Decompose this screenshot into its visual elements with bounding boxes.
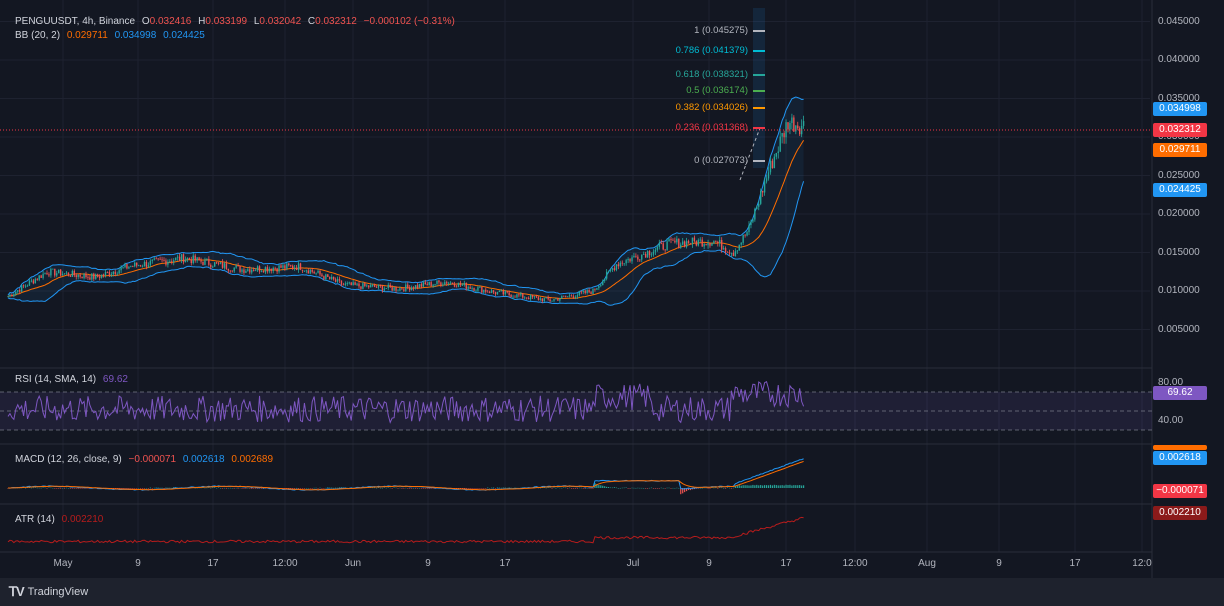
macd-signal-badge [1153, 445, 1207, 450]
time-tick-label: 12:00 [842, 558, 868, 569]
time-tick-label: 17 [780, 558, 792, 569]
atr-value: 0.002210 [61, 514, 104, 525]
rsi-line [7, 380, 805, 424]
bb-lower-badge: 0.024425 [1153, 183, 1207, 197]
symbol-name: PENGUUSDT, 4h, Binance [15, 16, 136, 27]
tradingview-logo[interactable]: ꓔV TradingView [9, 584, 88, 600]
price-tick-label: 0.010000 [1158, 285, 1200, 296]
brand-name: TradingView [27, 586, 89, 598]
grid-lines [0, 0, 1153, 578]
macd-hist-badge: −0.000071 [1153, 484, 1207, 498]
bb-basis-badge: 0.029711 [1153, 143, 1207, 157]
time-tick-label: Jul [626, 558, 640, 569]
fib-level-label: 0.382 (0.034026) [675, 102, 748, 113]
time-tick-label: 12:00 [272, 558, 298, 569]
fib-level-label: 0.618 (0.038321) [675, 69, 748, 80]
time-tick-label: Jun [344, 558, 362, 569]
time-tick-label: 17 [499, 558, 511, 569]
time-tick-label: 9 [425, 558, 431, 569]
price-tick-label: 0.035000 [1158, 92, 1200, 104]
rsi-label: RSI (14, SMA, 14) [15, 374, 97, 385]
rsi-legend[interactable]: RSI (14, SMA, 14) 69.62 [15, 374, 132, 385]
footer-bar [0, 578, 1224, 606]
bb-basis-value: 0.029711 [66, 30, 108, 41]
time-tick-label: 9 [706, 558, 712, 569]
bb-upper-line [7, 96, 804, 296]
price-tick-label: 0.025000 [1158, 169, 1200, 181]
price-tick-label: 0.040000 [1158, 54, 1200, 65]
bb-lower-line [7, 181, 805, 306]
rsi-tick-label: 40.00 [1158, 414, 1184, 426]
bb-upper-badge: 0.034998 [1153, 102, 1207, 116]
fib-level-label: 0.5 (0.036174) [686, 85, 748, 96]
price-tick-label: 0.015000 [1158, 246, 1200, 258]
fib-level-label: 0.786 (0.041379) [675, 45, 748, 56]
bb-lower-value: 0.024425 [163, 30, 205, 41]
atr-badge: 0.002210 [1153, 506, 1207, 520]
time-tick-label: Aug [918, 558, 936, 569]
bb-upper-value: 0.034998 [114, 30, 157, 41]
macd-hist-value: −0.000071 [128, 454, 177, 465]
price-tick-label: 0.020000 [1158, 208, 1200, 219]
macd-signal-value: 0.002689 [231, 454, 274, 465]
atr-legend[interactable]: ATR (14) 0.002210 [15, 514, 107, 525]
time-tick-label: 12:0 [1132, 558, 1152, 569]
macd-value: 0.002618 [182, 454, 225, 465]
candles [7, 113, 805, 303]
change-value: −0.000102 (−0.31%) [363, 16, 455, 27]
tradingview-icon: ꓔV [9, 584, 25, 599]
time-tick-label: 9 [996, 558, 1002, 569]
macd-label: MACD (12, 26, close, 9) [15, 454, 122, 465]
time-tick-label: 17 [207, 558, 219, 569]
macd-legend[interactable]: MACD (12, 26, close, 9) −0.000071 0.0026… [15, 454, 277, 465]
time-tick-label: 17 [1069, 558, 1081, 569]
last-price-badge: 0.032312 [1153, 123, 1207, 137]
bb-label: BB (20, 2) [15, 30, 61, 41]
symbol-legend: PENGUUSDT, 4h, Binance O0.032416 H0.0331… [15, 16, 459, 27]
rsi-value: 69.62 [102, 374, 128, 385]
open-value: O0.032416 [141, 16, 192, 27]
close-value: C0.032312 [307, 16, 357, 27]
price-tick-label: 0.005000 [1158, 323, 1200, 335]
fib-level-label: 0 (0.027073) [694, 155, 748, 166]
fib-level-label: 1 (0.045275) [694, 25, 748, 36]
low-value: L0.032042 [253, 16, 302, 27]
atr-label: ATR (14) [15, 514, 55, 525]
rsi-badge: 69.62 [1153, 386, 1207, 400]
bb-band-fill [8, 97, 804, 306]
macd-histogram [7, 483, 805, 495]
rsi-tick-label: 80.00 [1158, 376, 1184, 388]
fib-level-label: 0.236 (0.031368) [675, 122, 748, 133]
high-value: H0.033199 [198, 16, 248, 27]
macd-badge: 0.002618 [1153, 451, 1207, 465]
time-tick-label: 9 [135, 558, 141, 569]
time-tick-label: May [53, 558, 73, 569]
price-tick-label: 0.045000 [1158, 15, 1200, 27]
macd-signal-line [7, 460, 804, 491]
bb-legend[interactable]: BB (20, 2) 0.029711 0.034998 0.024425 [15, 30, 209, 41]
fib-retracement[interactable] [739, 8, 765, 181]
atr-line [7, 516, 804, 544]
